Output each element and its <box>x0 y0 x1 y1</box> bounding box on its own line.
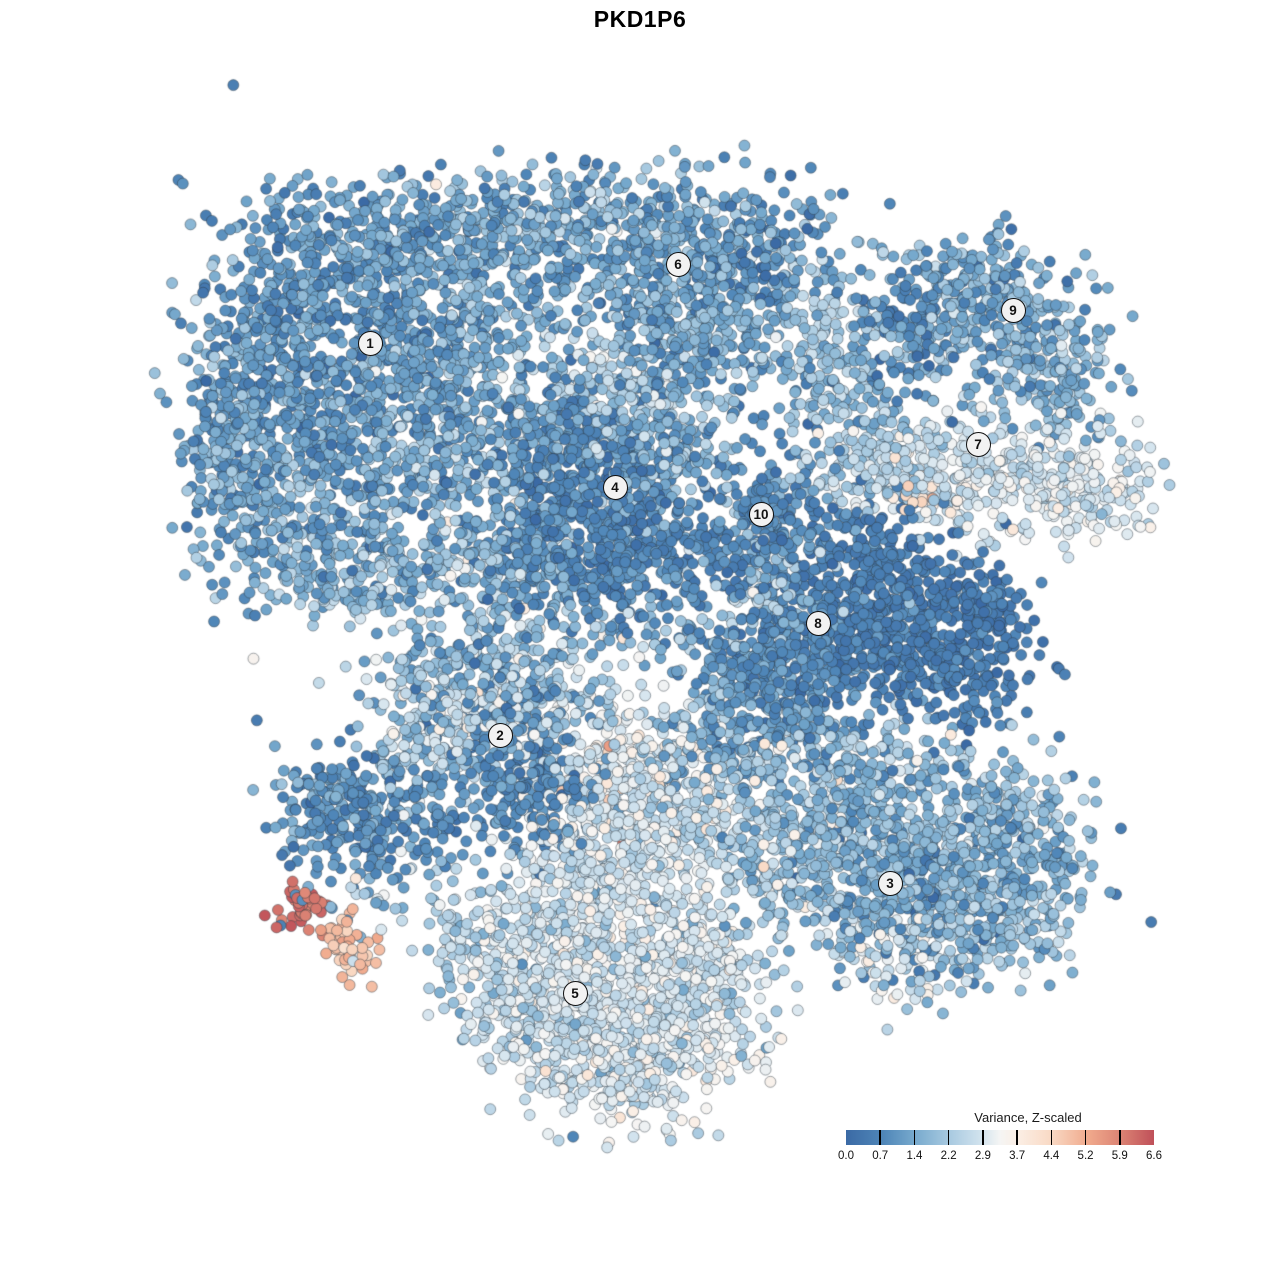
legend-tick-line <box>1050 1130 1053 1145</box>
legend-colorbar <box>846 1130 1154 1145</box>
legend-tick-label: 2.2 <box>940 1150 957 1162</box>
legend-tick-label: 0.7 <box>872 1150 889 1162</box>
legend-tick-label: 0.0 <box>838 1150 854 1162</box>
legend-tick-line <box>947 1130 950 1145</box>
legend-title: Variance, Z-scaled <box>974 1110 1082 1125</box>
legend-tick-line <box>1016 1130 1018 1145</box>
legend-tick-line <box>1119 1130 1121 1145</box>
legend-tick-line <box>1084 1130 1087 1145</box>
legend-tick-line <box>913 1130 916 1145</box>
legend-tick-label: 6.6 <box>1146 1150 1162 1162</box>
legend-tick-label: 1.4 <box>906 1150 923 1162</box>
legend-tick-label: 2.9 <box>974 1150 991 1162</box>
legend-tick-label: 5.2 <box>1077 1150 1094 1162</box>
legend-tick-label: 5.9 <box>1111 1150 1128 1162</box>
legend-tick-label: 3.7 <box>1009 1150 1026 1162</box>
legend-tick-label: 4.4 <box>1043 1150 1060 1162</box>
legend: Variance, Z-scaled 0.0 0.7 1.4 2.2 2.9 3.7 4.4… <box>838 1110 1162 1168</box>
legend-tick-line <box>879 1130 881 1145</box>
legend-tick-line <box>982 1130 984 1145</box>
